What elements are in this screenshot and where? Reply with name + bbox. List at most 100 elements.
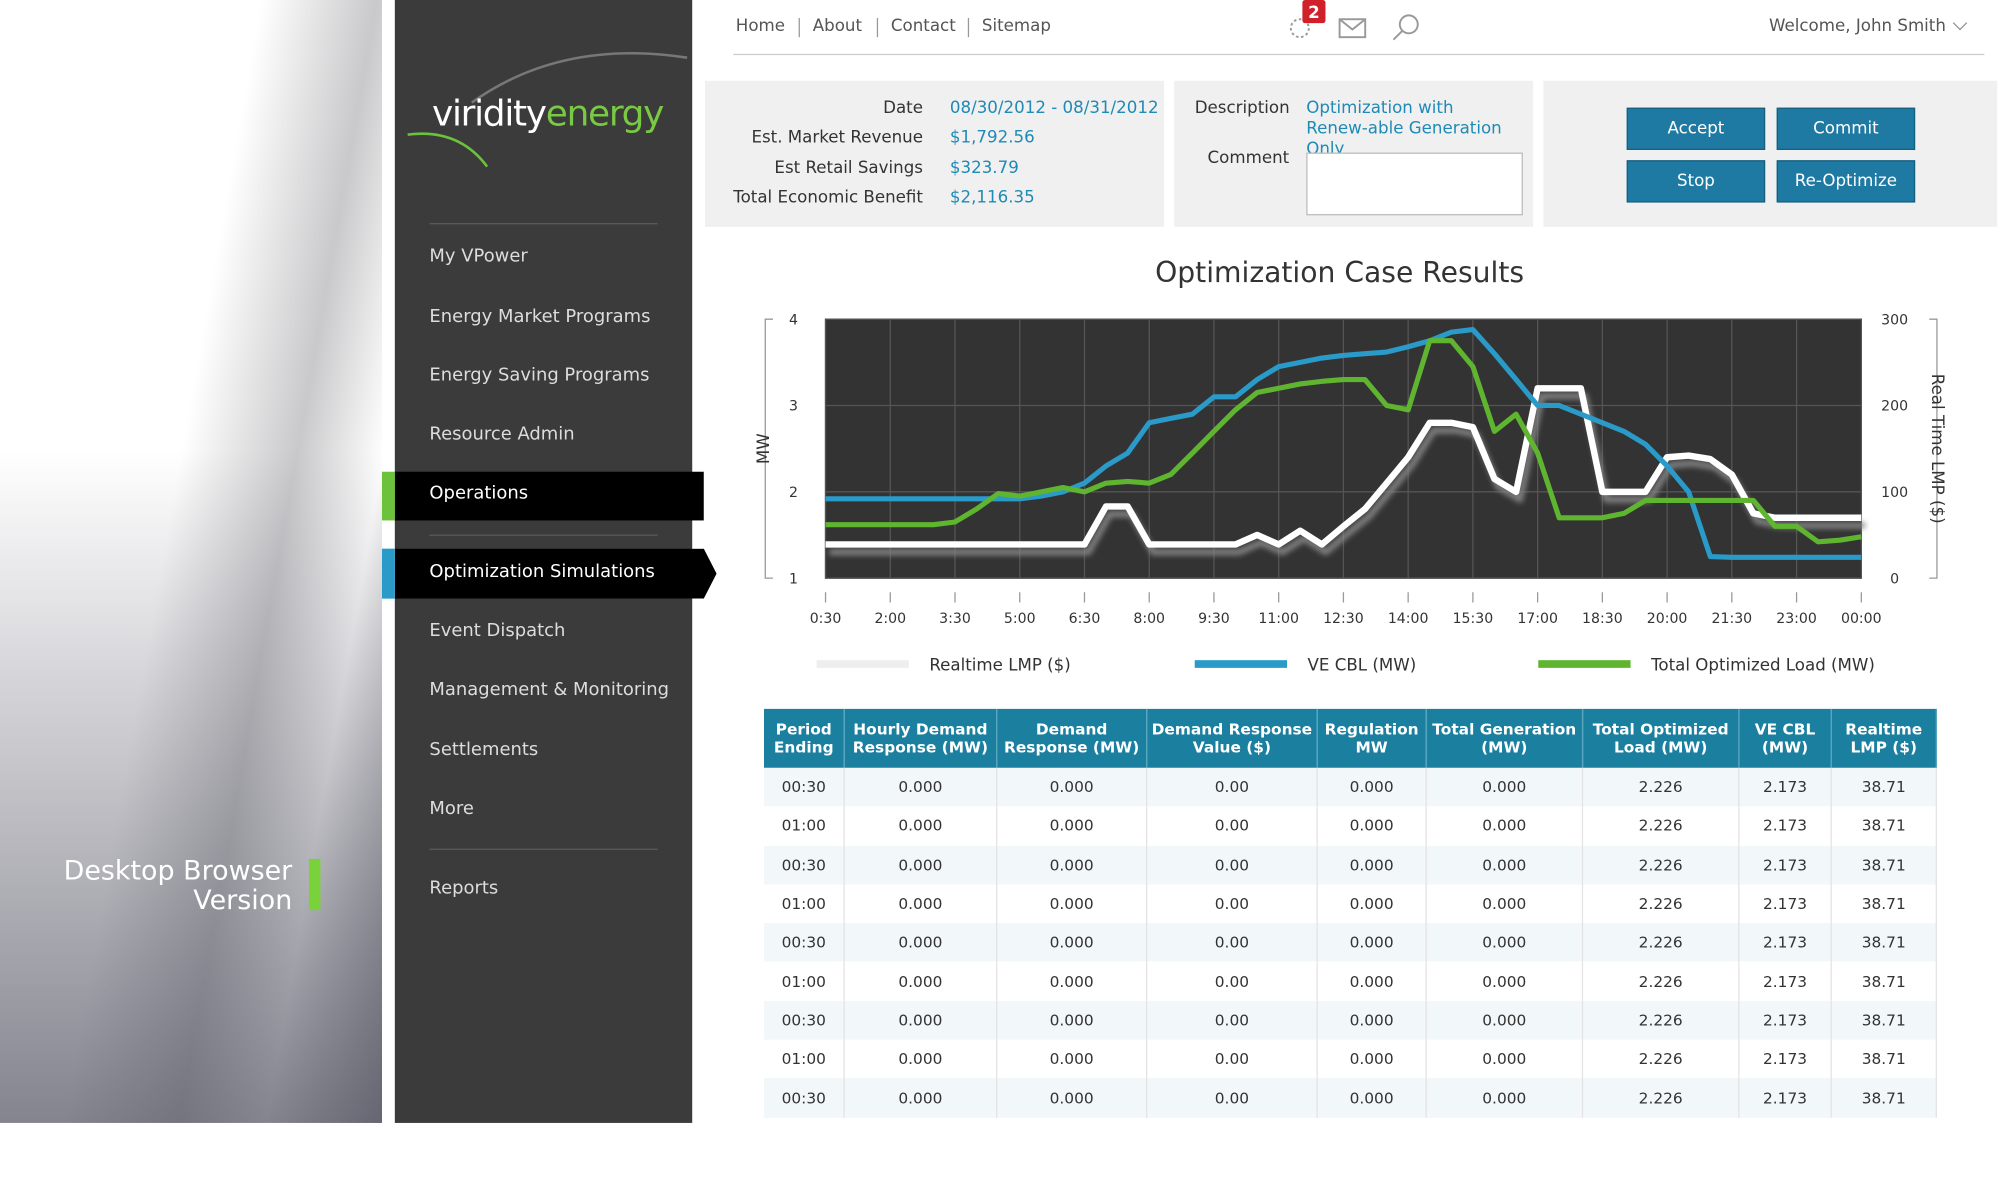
table-row: 00:30 0.000 0.000 0.00 0.000 0.000 2.226 2.173 3… — [764, 1000, 1937, 1040]
nav-item[interactable]: Management & Monitoring — [429, 679, 670, 700]
y2-tick-label: 300 — [1881, 312, 1908, 328]
y-tick-label: 3 — [789, 399, 798, 415]
header-link[interactable]: Contact — [890, 16, 956, 36]
cell: 0.000 — [844, 962, 998, 1001]
cell: 2.173 — [1738, 767, 1832, 807]
legend-swatch — [816, 660, 909, 668]
column-header: VE CBL (MW) — [1738, 708, 1832, 768]
label: Description — [1194, 98, 1290, 118]
header-row: Period Ending Hourly Demand Response (MW)… — [764, 708, 1937, 768]
cell: 0.000 — [1426, 923, 1584, 963]
cell: 0.000 — [844, 806, 998, 846]
legend-label: Realtime LMP ($) — [929, 655, 1070, 674]
y-tick-label: 2 — [789, 485, 798, 501]
cell: 38.71 — [1831, 1000, 1937, 1040]
nav-item[interactable]: My VPower — [429, 246, 528, 267]
cell: 0.00 — [1146, 923, 1318, 963]
x-tick-label: 3:30 — [939, 611, 971, 627]
column-header: Period Ending — [764, 708, 845, 768]
cell: 0.000 — [1317, 845, 1427, 885]
cell: 2.173 — [1738, 923, 1832, 963]
x-tick-label: 11:00 — [1258, 611, 1299, 627]
cell: 2.173 — [1738, 884, 1832, 924]
cell: 0.000 — [1317, 884, 1427, 924]
button[interactable]: Accept — [1626, 107, 1766, 150]
cell: 0.00 — [1146, 845, 1318, 885]
cell: 0.000 — [1426, 767, 1584, 807]
header-link[interactable]: Sitemap — [981, 16, 1051, 36]
cell: 01:00 — [764, 962, 845, 1001]
welcome[interactable]: Welcome, John Smith — [1769, 16, 1946, 36]
nav-item[interactable]: Operations — [429, 483, 529, 504]
cell: 0.00 — [1146, 767, 1318, 807]
cell: 2.173 — [1738, 806, 1832, 846]
table-row: 01:00 0.000 0.000 0.00 0.000 0.000 2.226 2.173 3… — [764, 962, 1937, 1001]
cell: 2.226 — [1582, 1078, 1740, 1118]
button[interactable]: Re-Optimize — [1776, 160, 1916, 203]
cell: 2.226 — [1582, 1000, 1740, 1040]
separator — [967, 17, 970, 38]
nav-item[interactable]: Energy Market Programs — [429, 306, 651, 327]
divider — [429, 848, 658, 850]
table-row: 00:30 0.000 0.000 0.00 0.000 0.000 2.226 2.173 3… — [764, 1078, 1937, 1118]
logo-part: viridity — [431, 92, 547, 135]
cell: 2.226 — [1582, 1039, 1740, 1079]
column-header: Total Generation (MW) — [1426, 708, 1584, 768]
cell: 00:30 — [764, 845, 845, 885]
x-tick-label: 23:00 — [1776, 611, 1817, 627]
nav-item[interactable]: Reports — [429, 878, 499, 899]
cell: 0.000 — [996, 962, 1148, 1001]
y-axis-label: MW — [754, 433, 773, 464]
cell: 0.00 — [1146, 884, 1318, 924]
x-tick-label: 20:00 — [1647, 611, 1688, 627]
header-link[interactable]: Home — [735, 16, 786, 36]
cell: 0.000 — [1426, 1039, 1584, 1079]
nav-item[interactable]: More — [429, 798, 474, 820]
cell: 0.000 — [1317, 962, 1427, 1001]
description: Optimization with Renew-able Generation … — [1306, 98, 1502, 159]
y-tick-label: 1 — [789, 571, 798, 587]
caption-bar — [308, 858, 321, 911]
value: $1,792.56 — [949, 128, 1035, 148]
header-link[interactable]: About — [812, 16, 862, 36]
x-tick-label: 21:30 — [1712, 611, 1753, 627]
selected-item — [394, 548, 717, 599]
cell: 0.000 — [1426, 845, 1584, 885]
cell: 2.173 — [1738, 1078, 1832, 1118]
cell: 0.000 — [1317, 923, 1427, 963]
cell: 01:00 — [764, 806, 845, 846]
cell: 2.226 — [1582, 806, 1740, 846]
summary-box — [705, 80, 1164, 227]
label: Date — [883, 98, 923, 118]
cell: 0.00 — [1146, 1000, 1318, 1040]
table-row: 00:30 0.000 0.000 0.00 0.000 0.000 2.226 2.173 3… — [764, 923, 1937, 963]
legend-swatch — [1194, 660, 1288, 668]
nav-item[interactable]: Optimization Simulations — [429, 561, 655, 582]
cell: 0.000 — [844, 1039, 998, 1079]
cell: 0.000 — [1317, 1000, 1427, 1040]
nav-item[interactable]: Resource Admin — [429, 424, 575, 445]
button[interactable]: Commit — [1776, 107, 1916, 150]
y2-tick-label: 100 — [1881, 485, 1908, 501]
nav-item[interactable]: Settlements — [429, 739, 539, 761]
cell: 2.173 — [1738, 962, 1832, 1001]
cell: 0.000 — [996, 1078, 1148, 1118]
x-tick-label: 12:30 — [1323, 611, 1364, 627]
legend-swatch — [1538, 660, 1631, 668]
active-item — [394, 471, 704, 521]
label: Est. Market Revenue — [751, 128, 923, 148]
x-tick-label: 6:30 — [1069, 611, 1101, 627]
button[interactable]: Stop — [1626, 160, 1766, 203]
comment-input[interactable] — [1306, 152, 1523, 216]
legend-label: VE CBL (MW) — [1308, 655, 1417, 674]
cell: 0.000 — [844, 884, 998, 924]
nav-item[interactable]: Event Dispatch — [429, 620, 566, 641]
table-row: 01:00 0.000 0.000 0.00 0.000 0.000 2.226 2.173 3… — [764, 884, 1937, 924]
nav-item[interactable]: Energy Saving Programs — [429, 365, 650, 386]
label: Comment — [1207, 148, 1290, 168]
divider — [429, 223, 658, 225]
table-row: 01:00 0.000 0.000 0.00 0.000 0.000 2.226 2.173 3… — [764, 806, 1937, 846]
cell: 0.000 — [996, 845, 1148, 885]
column-header: Total Optimized Load (MW) — [1582, 708, 1740, 768]
column-header: Demand Response (MW) — [996, 708, 1148, 768]
